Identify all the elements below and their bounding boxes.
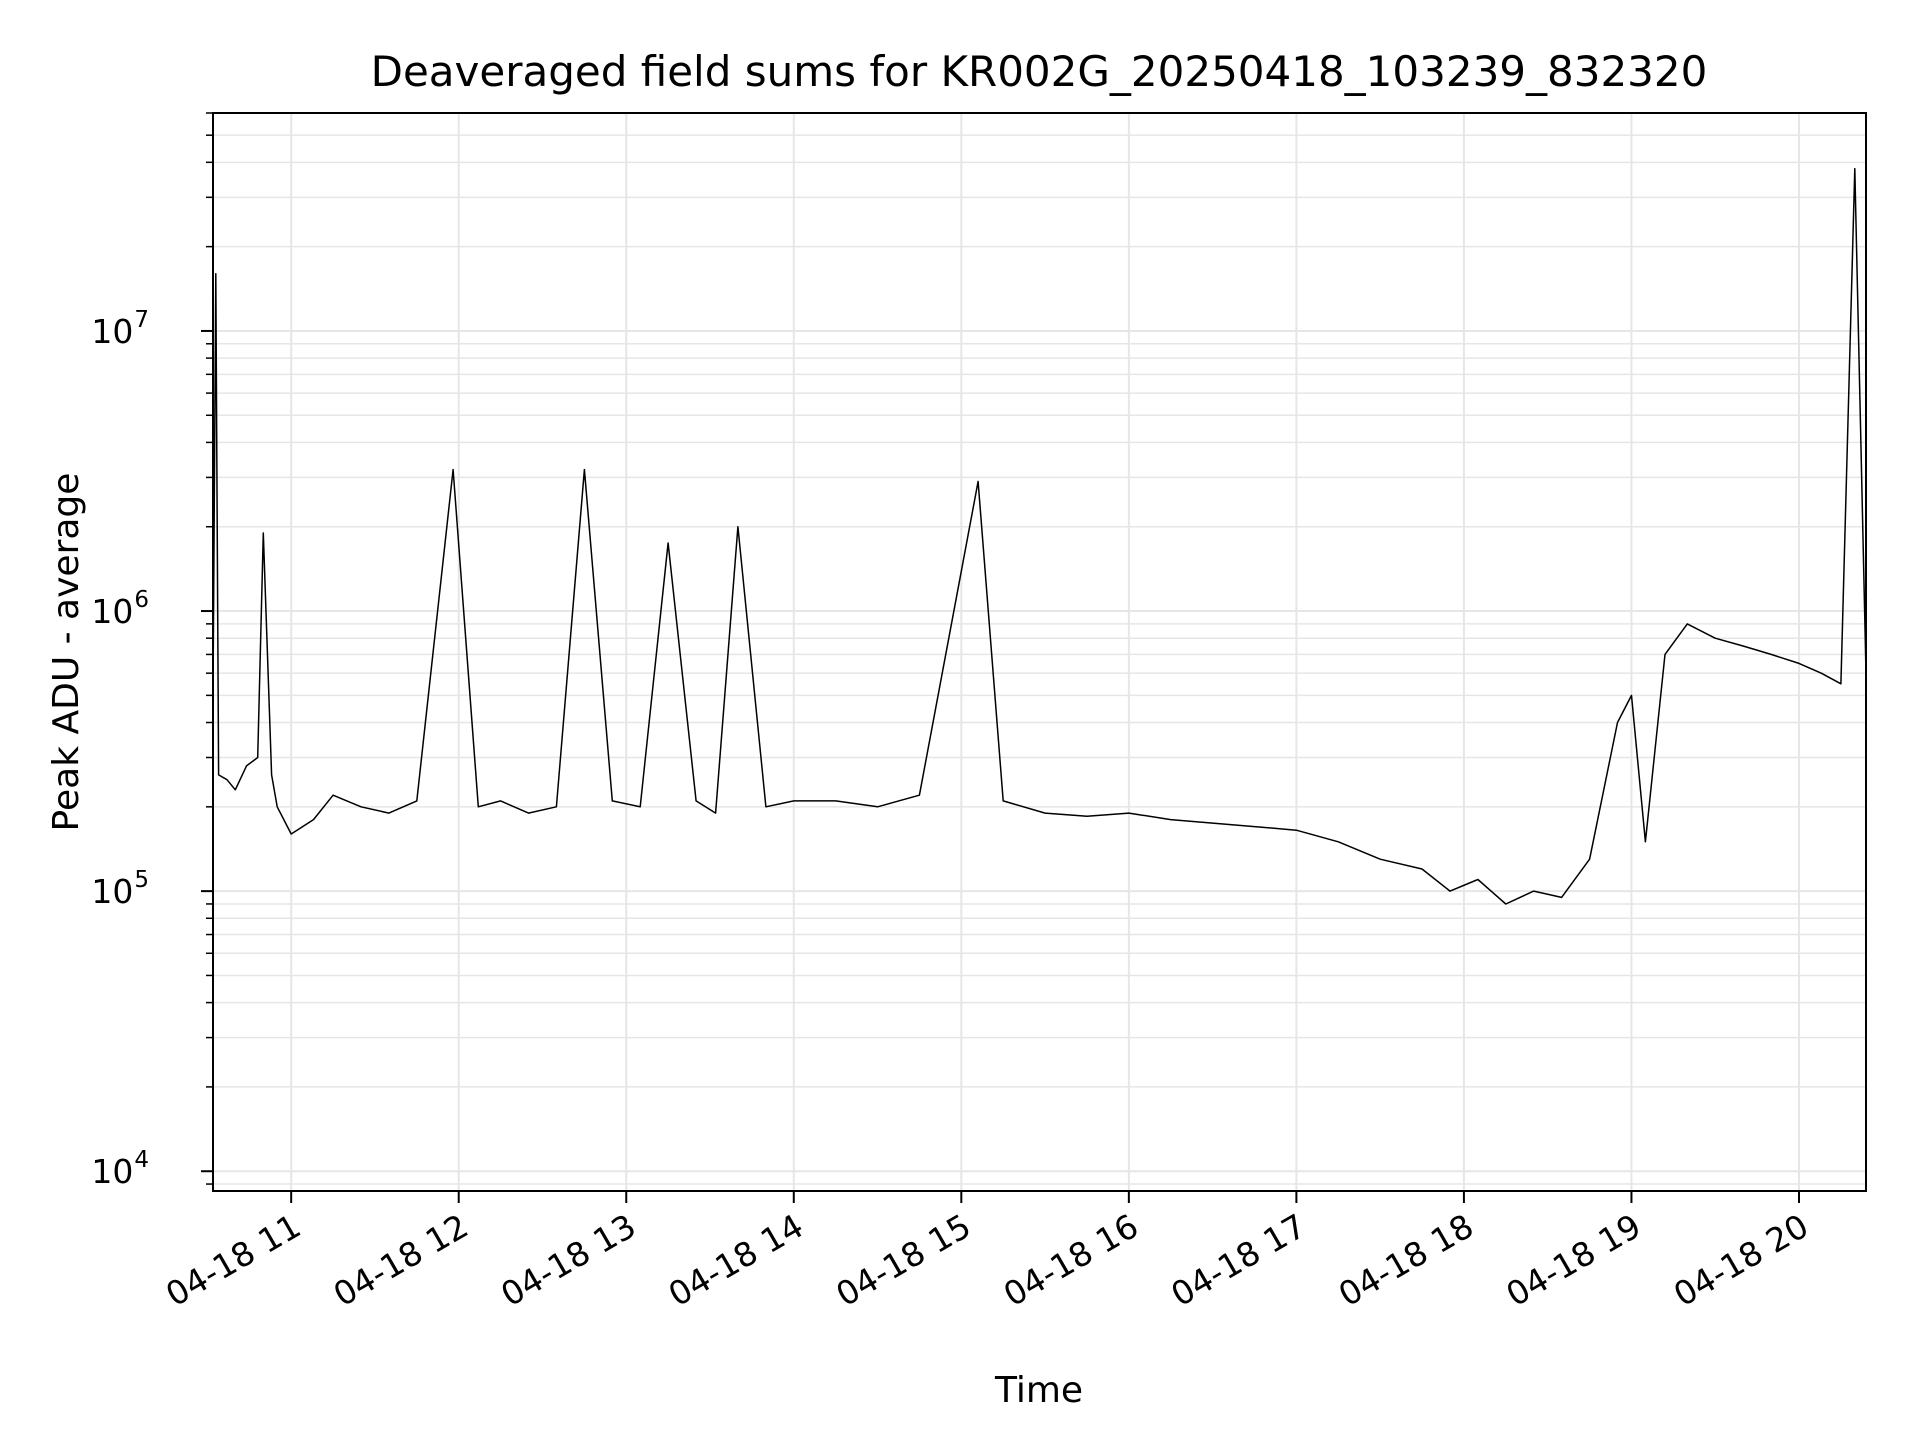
y-tick-exponent: 6 [134, 587, 149, 613]
data-line-layer [212, 167, 1867, 905]
x-axis-label: Time [994, 1370, 1083, 1411]
y-tick-exponent: 4 [134, 1147, 149, 1173]
grid [213, 112, 1866, 1191]
plot-area-frame [212, 112, 1867, 1192]
y-tick-exponent: 5 [134, 867, 149, 893]
y-tick-label: 104 [91, 1147, 149, 1191]
series-line [212, 167, 1867, 905]
y-axis-label: Peak ADU - average [46, 473, 87, 832]
chart-title: Deaveraged field sums for KR002G_2025041… [371, 47, 1708, 96]
y-tick-exponent: 7 [134, 307, 149, 333]
